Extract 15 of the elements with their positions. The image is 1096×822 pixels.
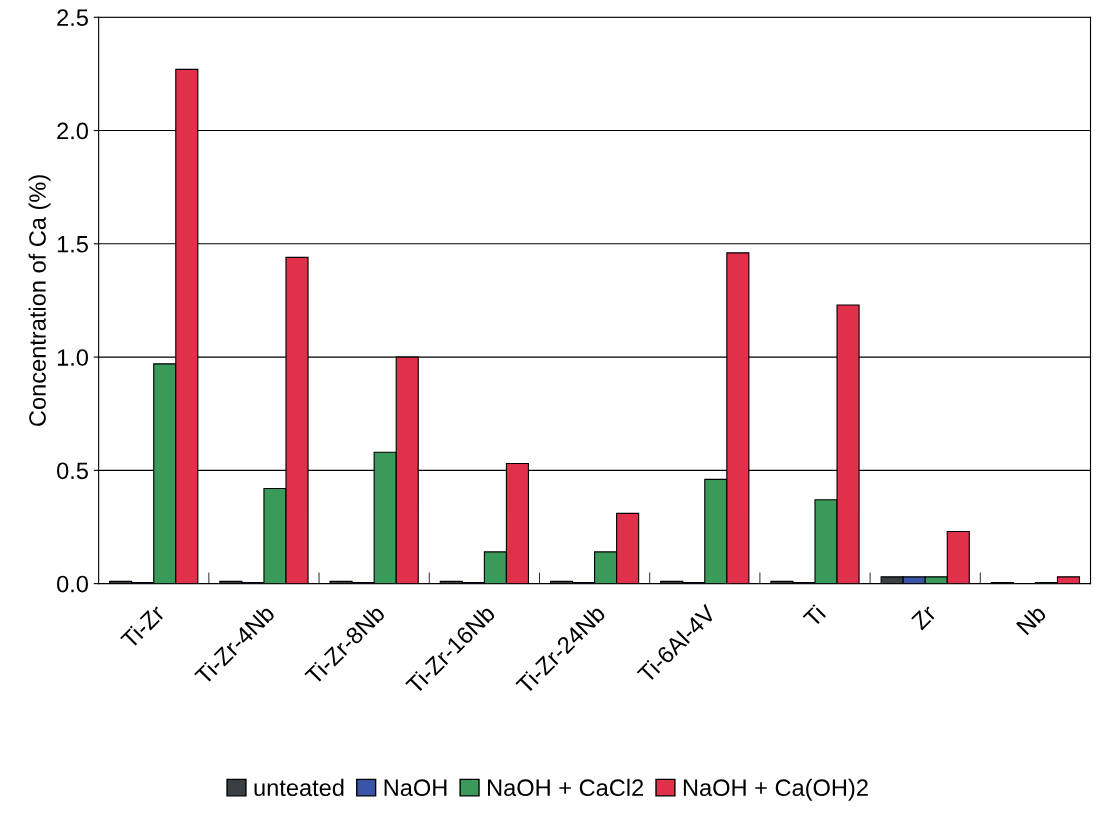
legend-label: NaOH + CaCl2 (488, 778, 644, 797)
y-tick-label: 2.0 (57, 122, 88, 140)
x-tick-label: Ti-Zr (119, 603, 166, 650)
y-tick-label: 0.5 (57, 462, 88, 480)
legend-label: unteated (254, 778, 344, 797)
x-tick-label: Nb (1015, 603, 1047, 636)
legend-label: NaOH (384, 779, 447, 797)
y-tick-label: 1.5 (57, 236, 88, 253)
y-tick-label: 0.0 (57, 575, 88, 593)
x-tick-label: Ti (802, 604, 826, 629)
x-tick-label: Zr (910, 603, 938, 631)
y-tick-label: 2.5 (57, 9, 88, 27)
legend-label: NaOH + Ca(OH)2 (683, 778, 868, 801)
y-axis-title: Concentration of Ca (%) (28, 175, 51, 426)
y-tick-label: 1.0 (57, 349, 88, 366)
